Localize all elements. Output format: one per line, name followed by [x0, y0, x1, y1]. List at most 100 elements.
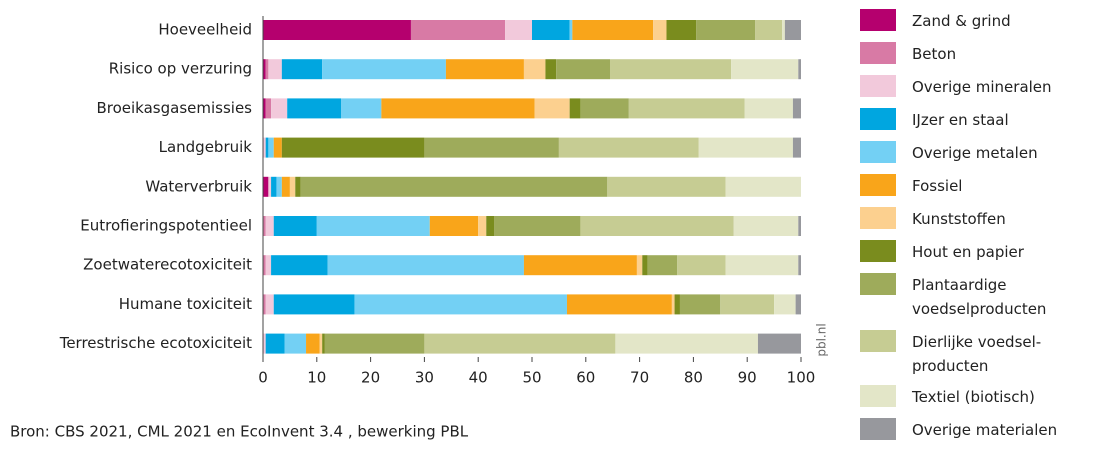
- y-tick-label: Hoeveelheid: [158, 21, 252, 39]
- y-tick-label: Landgebruik: [159, 138, 253, 156]
- bar-segment: [505, 20, 532, 40]
- legend-swatch: [860, 330, 896, 352]
- bar-segment: [281, 59, 323, 80]
- bar-segment: [295, 176, 301, 197]
- bar-segment: [381, 98, 535, 119]
- bar-segment: [273, 137, 282, 158]
- bar-segment: [798, 216, 801, 236]
- legend-swatch: [860, 42, 896, 64]
- bar-segment: [268, 59, 282, 80]
- bar-segment: [265, 216, 274, 236]
- legend-label: Fossiel: [912, 177, 963, 195]
- bar-segment: [757, 333, 801, 354]
- bar-segment: [784, 20, 801, 40]
- bar-segment: [572, 20, 654, 40]
- bar-segment: [494, 216, 581, 236]
- bar-segment: [674, 294, 680, 315]
- bar-segment: [532, 20, 570, 40]
- bar-segment: [666, 20, 697, 40]
- bar-segment: [265, 255, 272, 276]
- y-tick-label: Waterverbruik: [145, 177, 252, 195]
- legend-item: IJzer en staal: [860, 108, 1097, 132]
- bar-segment: [265, 333, 285, 354]
- legend-label: IJzer en staal: [912, 111, 1009, 129]
- x-tick-label: 50: [522, 369, 541, 387]
- bar-segment: [580, 98, 629, 119]
- bar-segment: [341, 98, 382, 119]
- bar-segment: [263, 176, 269, 197]
- bar-segment: [263, 59, 266, 80]
- legend-item: Zand & grind: [860, 9, 1097, 33]
- bar-segment: [354, 294, 567, 315]
- bar-segment: [289, 176, 296, 197]
- bar-segment: [263, 255, 266, 276]
- bar-segment: [566, 294, 672, 315]
- legend-swatch: [860, 418, 896, 440]
- legend-label: Plantaardige voedselproducten: [912, 276, 1047, 318]
- bar-segment: [795, 294, 801, 315]
- bar-segment: [486, 216, 495, 236]
- bar-segment: [610, 59, 732, 80]
- bar-segment: [698, 137, 793, 158]
- legend-label: Overige materialen: [912, 421, 1058, 439]
- legend-swatch: [860, 240, 896, 262]
- legend-label: Textiel (biotisch): [912, 388, 1035, 406]
- bar-segment: [671, 294, 675, 315]
- bar-segment: [792, 137, 801, 158]
- y-tick-label: Zoetwaterecotoxiciteit: [83, 256, 252, 274]
- legend-swatch: [860, 108, 896, 130]
- bar-segment: [534, 98, 570, 119]
- legend-label: Overige metalen: [912, 144, 1038, 162]
- x-tick-label: 20: [361, 369, 380, 387]
- bar-segment: [263, 98, 266, 119]
- bar-segment: [271, 176, 277, 197]
- bar-segment: [424, 137, 559, 158]
- bar-segment: [558, 137, 699, 158]
- bar-segment: [445, 59, 524, 80]
- bar-segment: [725, 255, 799, 276]
- bar-segment: [744, 98, 793, 119]
- x-tick-label: 40: [469, 369, 488, 387]
- bar-segment: [478, 216, 487, 236]
- legend-item: Beton: [860, 42, 1097, 66]
- bar-segment: [300, 176, 608, 197]
- legend-item: Textiel (biotisch): [860, 385, 1097, 409]
- bar-segment: [265, 294, 274, 315]
- legend-item: Fossiel: [860, 174, 1097, 198]
- bar-segment: [265, 98, 272, 119]
- legend-label: Hout en papier: [912, 243, 1024, 261]
- legend-item: Overige metalen: [860, 141, 1097, 165]
- bar-segment: [276, 176, 282, 197]
- legend-swatch: [860, 273, 896, 295]
- bar-segment: [679, 294, 721, 315]
- x-tick-label: 90: [738, 369, 757, 387]
- bar-segment: [642, 255, 648, 276]
- bar-segment: [556, 59, 611, 80]
- legend-item: Plantaardige voedselproducten: [860, 273, 1097, 321]
- legend-item: Dierlijke voedsel-producten: [860, 330, 1097, 378]
- bar-segment: [523, 255, 637, 276]
- bar-segment: [281, 176, 290, 197]
- bar-segment: [271, 255, 328, 276]
- bar-segment: [287, 98, 342, 119]
- bar-segment: [263, 20, 411, 40]
- y-tick-label: Terrestrische ecotoxiciteit: [59, 334, 252, 352]
- legend-label: Beton: [912, 45, 957, 63]
- bar-segment: [647, 255, 678, 276]
- bar-segment: [327, 255, 524, 276]
- bar-segment: [263, 294, 266, 315]
- bar-segment: [653, 20, 667, 40]
- bar-segment: [798, 59, 801, 80]
- bar-segment: [322, 59, 446, 80]
- x-tick-label: 30: [415, 369, 434, 387]
- bar-segment: [733, 216, 799, 236]
- source: Bron: CBS 2021, CML 2021 en EcoInvent 3.…: [10, 423, 469, 441]
- legend-swatch: [860, 385, 896, 407]
- bar-segment: [569, 98, 581, 119]
- bar-segment: [319, 333, 323, 354]
- bar-segment: [580, 216, 734, 236]
- bar-segment: [607, 176, 726, 197]
- x-tick-label: 10: [307, 369, 326, 387]
- bar-segment: [725, 176, 801, 197]
